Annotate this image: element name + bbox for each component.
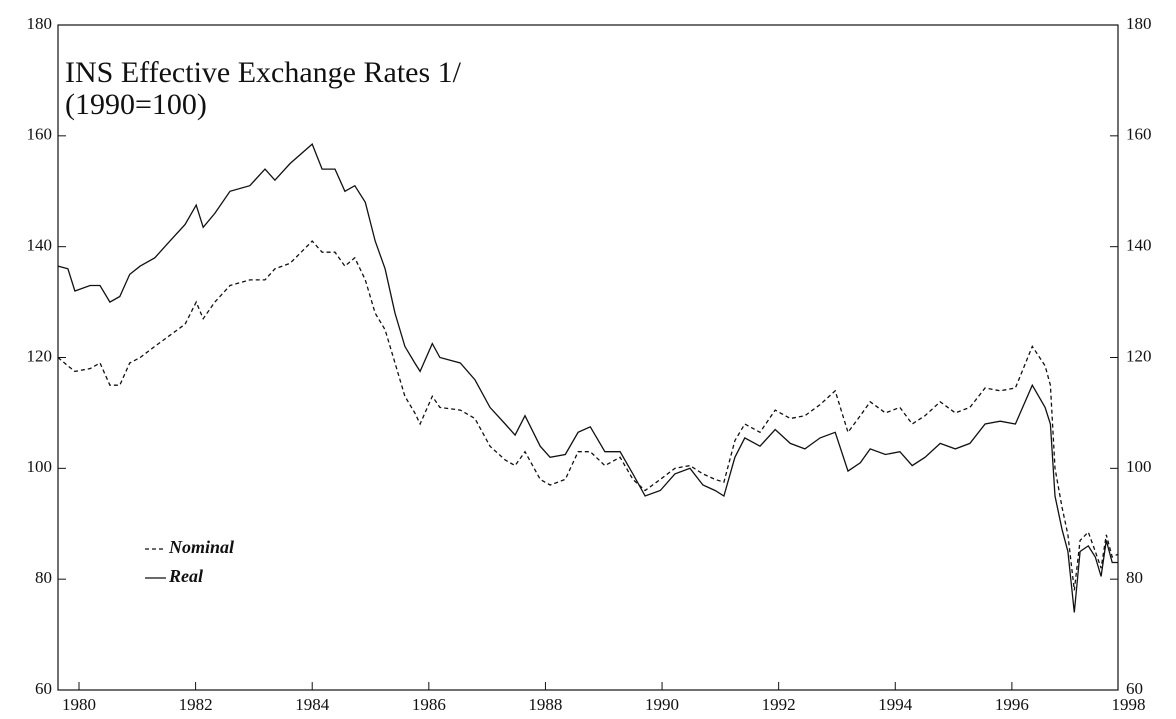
legend-label: Real bbox=[168, 566, 203, 586]
chart-subtitle: (1990=100) bbox=[65, 88, 207, 121]
x-tick-label: 1982 bbox=[179, 695, 213, 714]
x-tick-label: 1998 bbox=[1111, 695, 1145, 714]
x-tick-label: 1996 bbox=[995, 695, 1029, 714]
x-tick-label: 1984 bbox=[295, 695, 330, 714]
y-tick-label: 160 bbox=[27, 125, 53, 144]
legend-label: Nominal bbox=[168, 537, 234, 557]
y2-tick-label: 180 bbox=[1126, 14, 1152, 33]
y2-tick-label: 120 bbox=[1126, 346, 1152, 365]
y2-tick-label: 60 bbox=[1126, 679, 1143, 698]
y-tick-label: 120 bbox=[27, 346, 53, 365]
y2-tick-label: 80 bbox=[1126, 568, 1143, 587]
y2-tick-label: 160 bbox=[1126, 125, 1152, 144]
x-tick-label: 1990 bbox=[645, 695, 679, 714]
x-tick-label: 1992 bbox=[762, 695, 796, 714]
chart-title: INS Effective Exchange Rates 1/ bbox=[65, 56, 462, 89]
series-line bbox=[57, 143, 1118, 613]
y2-tick-label: 140 bbox=[1126, 236, 1152, 255]
x-tick-label: 1994 bbox=[878, 695, 913, 714]
y-tick-label: 60 bbox=[35, 679, 52, 698]
y-tick-label: 140 bbox=[27, 236, 53, 255]
y2-tick-label: 100 bbox=[1126, 457, 1152, 476]
y-tick-label: 180 bbox=[27, 14, 53, 33]
series-line bbox=[57, 240, 1119, 591]
plot-frame bbox=[57, 24, 1119, 691]
x-tick-label: 1980 bbox=[62, 695, 96, 714]
y-tick-label: 100 bbox=[27, 457, 53, 476]
x-tick-label: 1986 bbox=[412, 695, 446, 714]
y-tick-label: 80 bbox=[35, 568, 52, 587]
x-tick-label: 1988 bbox=[528, 695, 562, 714]
